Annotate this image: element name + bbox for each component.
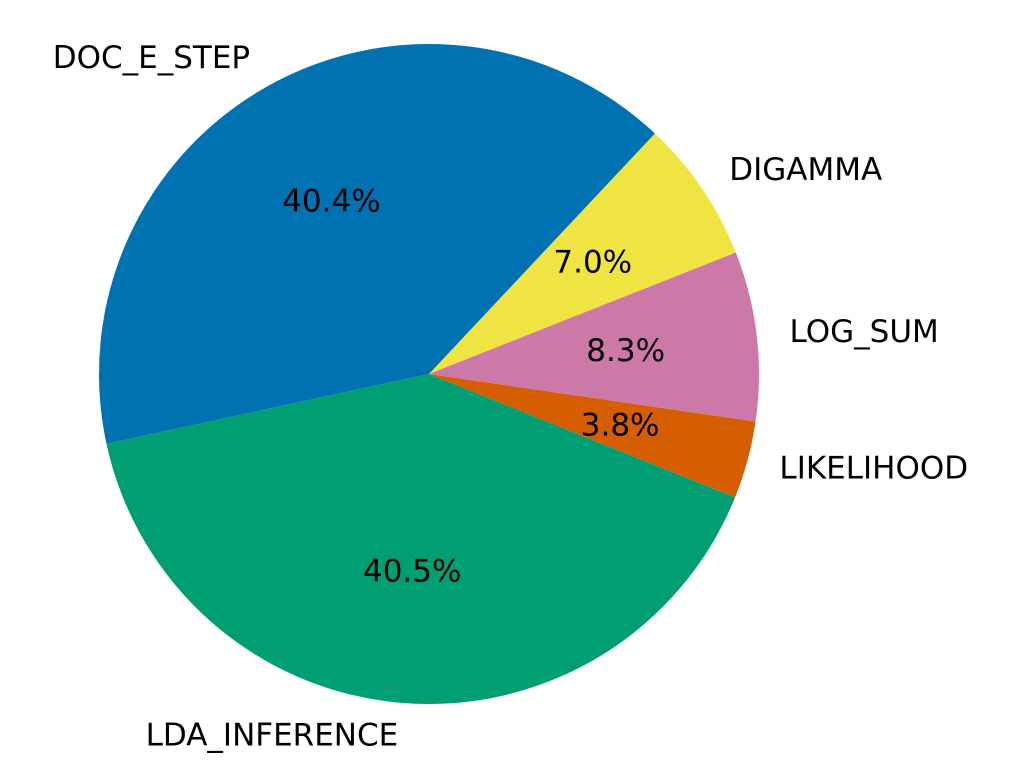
pie-slices — [99, 44, 759, 704]
pct-label-log-sum: 8.3% — [586, 333, 665, 369]
pct-label-likelihood: 3.8% — [581, 408, 660, 444]
slice-label-lda-inference: LDA_INFERENCE — [146, 718, 399, 754]
pct-label-digamma: 7.0% — [553, 245, 632, 281]
pct-label-lda-inference: 40.5% — [363, 553, 461, 589]
slice-label-likelihood: LIKELIHOOD — [779, 451, 968, 487]
slice-label-doc-e-step: DOC_E_STEP — [53, 40, 250, 76]
pie-slice-doc-e-step — [99, 44, 655, 444]
pie-slice-digamma — [429, 133, 736, 374]
slice-label-digamma: DIGAMMA — [729, 152, 882, 188]
pct-label-doc-e-step: 40.4% — [282, 184, 380, 220]
pie-labels: 7.0% DIGAMMA 40.4% DOC_E_STEP 40.5% LDA_INFER… — [53, 40, 968, 754]
pie-slice-log-sum — [429, 252, 759, 422]
pie-slice-likelihood — [429, 374, 756, 498]
slice-label-log-sum: LOG_SUM — [790, 314, 939, 350]
pie-slice-lda-inference — [106, 374, 736, 704]
